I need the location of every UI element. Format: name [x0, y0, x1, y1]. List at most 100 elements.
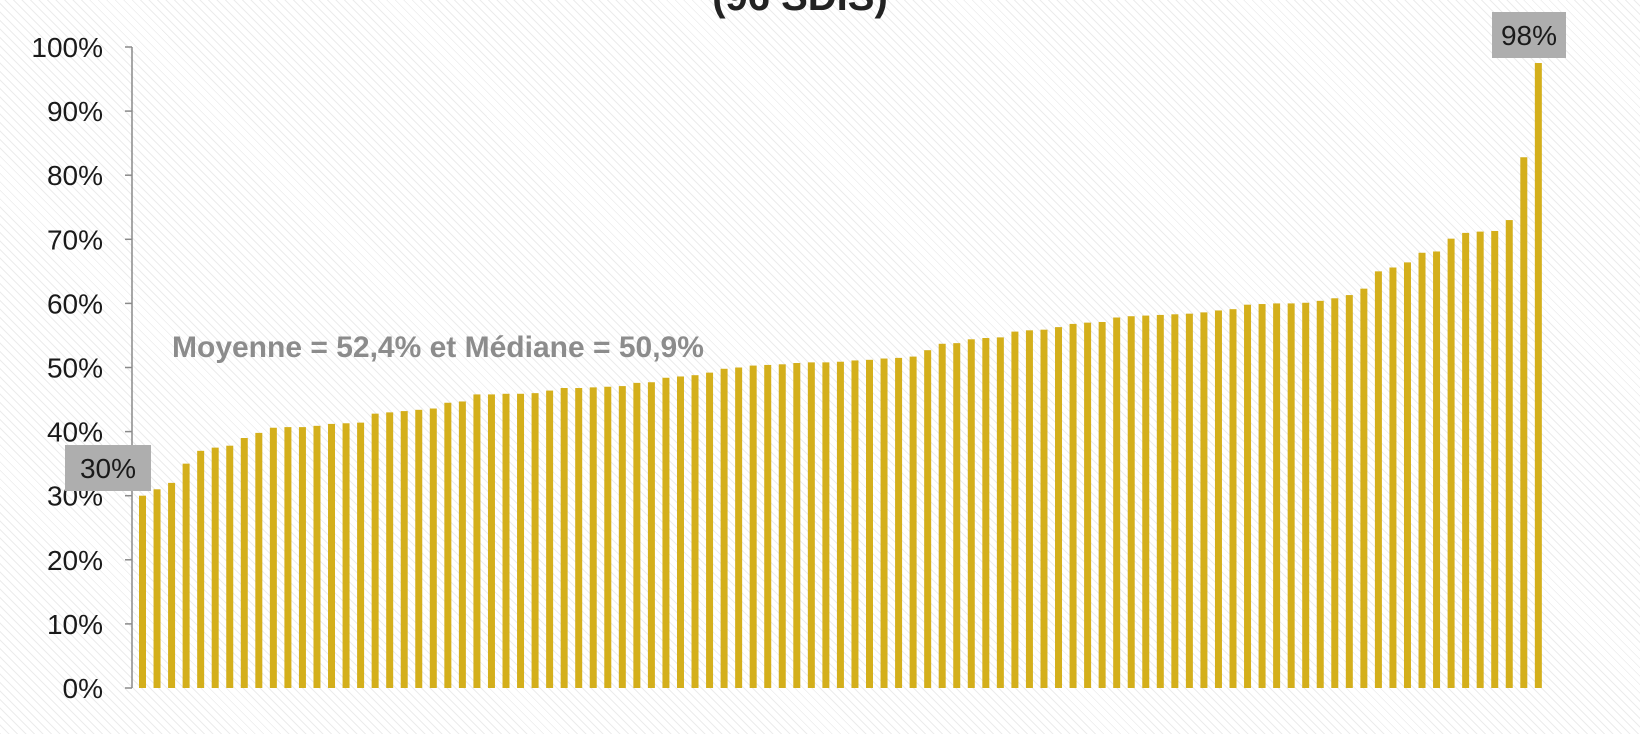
bar	[371, 413, 379, 688]
bar	[1142, 315, 1150, 688]
bar	[1273, 303, 1281, 688]
y-tick-label: 70%	[47, 224, 103, 255]
bar	[1360, 288, 1368, 688]
bar	[1491, 230, 1499, 688]
bar	[836, 361, 844, 688]
bar	[328, 423, 336, 688]
bar	[866, 359, 873, 688]
bar	[676, 376, 684, 688]
bar	[1040, 329, 1048, 688]
summary-annotation: Moyenne = 52,4% et Médiane = 50,9%	[172, 331, 704, 364]
bar	[720, 368, 728, 688]
bar	[444, 402, 452, 688]
bar	[1534, 63, 1542, 688]
bar	[618, 386, 626, 688]
y-tick-label: 80%	[47, 160, 103, 191]
bar	[560, 388, 568, 688]
bar	[139, 495, 146, 688]
bar	[1462, 232, 1470, 688]
y-tick-label: 40%	[47, 417, 103, 448]
y-tick-label: 90%	[47, 96, 103, 127]
bar	[342, 423, 350, 688]
bar	[909, 356, 917, 688]
bar	[822, 362, 830, 688]
bar	[197, 450, 205, 688]
bar	[1171, 314, 1179, 688]
bar	[1447, 238, 1455, 688]
bar	[1113, 317, 1121, 688]
bar	[1200, 312, 1208, 688]
bar	[924, 350, 932, 688]
bar	[153, 489, 161, 688]
y-tick-label: 50%	[47, 353, 103, 384]
bar	[1505, 220, 1513, 688]
bar	[298, 427, 306, 688]
bar	[938, 343, 946, 688]
bar	[284, 427, 292, 688]
bar	[357, 422, 365, 688]
bar	[1345, 295, 1353, 688]
bar	[1084, 322, 1092, 688]
bar	[255, 432, 263, 688]
bar	[807, 362, 815, 688]
bar	[1302, 302, 1310, 688]
bar	[1433, 251, 1441, 689]
bar	[400, 411, 408, 688]
bars	[139, 63, 1542, 689]
bar	[211, 447, 219, 689]
bar	[749, 365, 757, 688]
bar	[1055, 327, 1063, 688]
bar	[1331, 298, 1339, 688]
bar	[1418, 252, 1426, 688]
bar	[182, 463, 190, 688]
bar	[1214, 310, 1222, 688]
bar	[1156, 314, 1164, 688]
y-axis: 0% 10% 20% 30% 40% 50% 60% 70% 80% 90% 100%	[31, 32, 133, 704]
bar	[473, 394, 481, 688]
bar	[1520, 157, 1528, 688]
bar	[633, 382, 641, 688]
bar	[168, 482, 176, 688]
y-tick-label: 10%	[47, 609, 103, 640]
bar	[1025, 330, 1033, 688]
bar	[1098, 321, 1106, 688]
bar	[1185, 313, 1193, 688]
bar	[1287, 303, 1295, 688]
bar	[1011, 331, 1019, 688]
bar	[1316, 300, 1324, 688]
last-bar-label-box	[1492, 12, 1566, 58]
bar	[778, 364, 786, 688]
bar	[662, 377, 670, 688]
bar	[895, 357, 903, 688]
bar	[531, 393, 539, 688]
y-tick-label: 20%	[47, 545, 103, 576]
bar	[1069, 323, 1077, 688]
bar	[487, 394, 495, 688]
first-bar-label-box	[65, 445, 151, 491]
data-labels: 30% 98%	[65, 12, 1566, 491]
bar	[517, 393, 525, 688]
bar	[706, 372, 714, 688]
bar	[880, 358, 888, 688]
bar	[313, 425, 321, 688]
bar	[967, 339, 975, 688]
bar	[458, 401, 466, 688]
bar	[793, 363, 801, 688]
bar	[1374, 271, 1382, 688]
bar	[502, 393, 510, 688]
bar	[575, 388, 583, 688]
bar	[982, 338, 990, 688]
bar	[1229, 309, 1237, 688]
bar	[1476, 231, 1484, 689]
bar	[735, 367, 743, 688]
y-tick-label: 0%	[63, 673, 103, 704]
bar	[1127, 316, 1135, 688]
bar	[996, 337, 1004, 688]
bar	[764, 364, 772, 688]
bar	[1244, 304, 1252, 688]
bar	[240, 438, 248, 688]
bar	[386, 412, 394, 688]
first-bar-label: 30%	[80, 453, 136, 484]
bar	[604, 386, 612, 688]
